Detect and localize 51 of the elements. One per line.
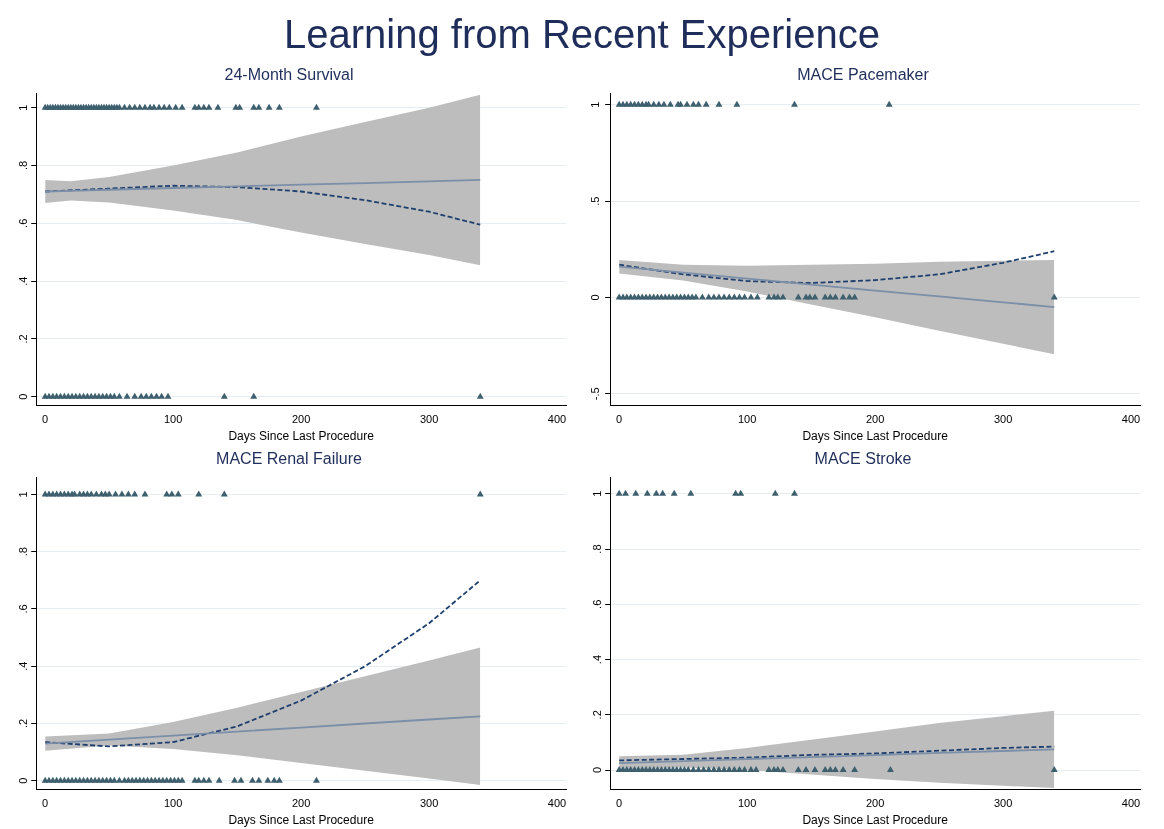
x-axis-title: Days Since Last Procedure <box>802 813 949 828</box>
x-tick-label: 200 <box>291 797 311 810</box>
y-tick-label: 0 <box>590 767 603 774</box>
chart-title: MACE Renal Failure <box>216 450 363 468</box>
y-tick-label: .5 <box>588 196 601 206</box>
y-tick-label: .8 <box>590 544 603 554</box>
x-tick-label: 200 <box>865 413 885 426</box>
y-tick-label: 1 <box>590 490 603 497</box>
x-tick-label: 400 <box>547 797 567 810</box>
x-axis-title: Days Since Last Procedure <box>228 429 375 444</box>
y-tick-label: .2 <box>16 334 29 344</box>
y-tick-label: .2 <box>16 718 29 729</box>
x-axis-title: Days Since Last Procedure <box>228 813 375 828</box>
x-tick-label: 300 <box>993 413 1013 426</box>
y-tick-label: -.5 <box>588 387 601 401</box>
x-tick-label: 0 <box>616 797 623 810</box>
x-tick-label: 0 <box>616 413 623 426</box>
chart-title: 24-Month Survival <box>224 66 354 84</box>
chart-title: MACE Stroke <box>814 450 912 468</box>
y-tick-label: .6 <box>590 599 603 609</box>
x-tick-label: 100 <box>163 797 183 810</box>
y-tick-label: .2 <box>590 710 603 720</box>
y-tick-label: .6 <box>16 218 29 228</box>
x-tick-label: 200 <box>291 413 311 426</box>
x-tick-label: 300 <box>419 413 439 426</box>
x-tick-label: 300 <box>993 797 1013 810</box>
y-tick-label: 1 <box>16 104 29 111</box>
y-tick-label: 0 <box>16 393 29 400</box>
x-tick-label: 100 <box>737 413 757 426</box>
y-tick-label: 1 <box>16 491 29 498</box>
x-tick-label: 100 <box>163 413 183 426</box>
y-tick-label: .8 <box>16 160 29 171</box>
chart-title: MACE Pacemaker <box>797 66 930 84</box>
y-tick-label: .8 <box>16 547 29 557</box>
x-tick-label: 200 <box>865 797 885 810</box>
y-tick-label: .4 <box>590 654 603 665</box>
x-tick-label: 0 <box>42 413 49 426</box>
x-axis-title: Days Since Last Procedure <box>802 429 949 444</box>
x-tick-label: 400 <box>1121 797 1141 810</box>
text: Learning from Recent Experience <box>283 11 881 58</box>
x-tick-label: 100 <box>737 797 757 810</box>
x-tick-label: 0 <box>42 797 49 810</box>
y-tick-label: .4 <box>16 276 29 286</box>
y-tick-label: 0 <box>588 294 601 301</box>
y-tick-label: .6 <box>16 604 29 614</box>
x-tick-label: 400 <box>547 413 567 426</box>
x-tick-label: 400 <box>1121 413 1141 426</box>
x-tick-label: 300 <box>419 797 439 810</box>
y-tick-label: .4 <box>16 661 29 671</box>
y-tick-label: 1 <box>588 101 601 108</box>
y-tick-label: 0 <box>16 777 29 784</box>
